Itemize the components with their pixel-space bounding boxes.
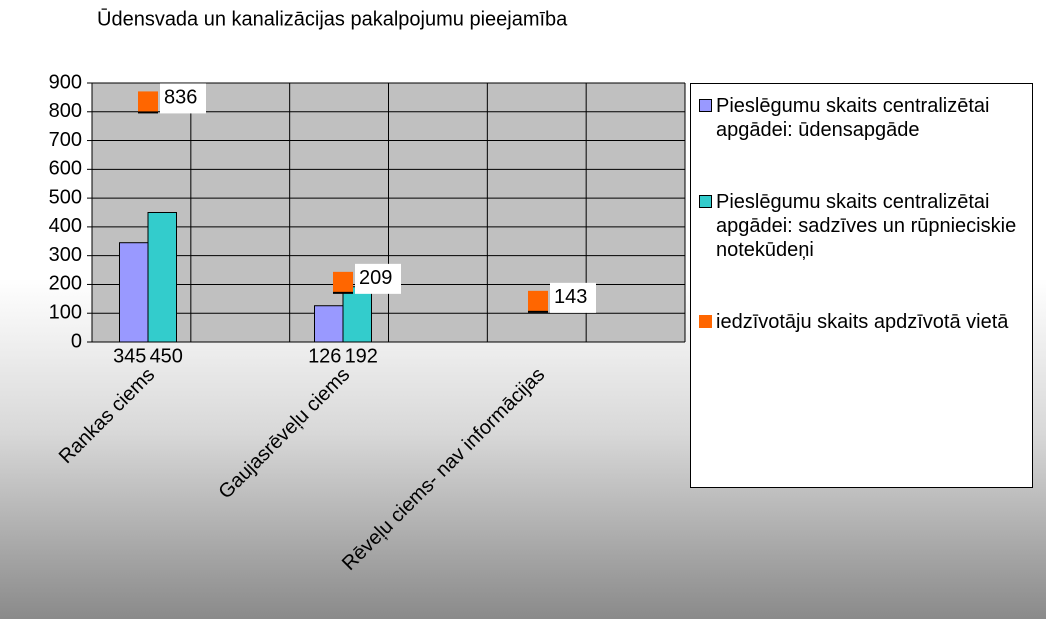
label-box xyxy=(355,263,401,294)
data-label: 345 xyxy=(113,345,146,367)
legend-swatch xyxy=(699,315,712,328)
data-label: 143 xyxy=(554,286,587,308)
data-label: 209 xyxy=(359,267,392,289)
legend-label: Pieslēgumu skaits centralizētai apgādei:… xyxy=(716,191,1017,261)
title-box xyxy=(90,0,650,70)
legend-entry: iedzīvotāju skaits apdzīvotā vietā xyxy=(699,310,1026,334)
bar xyxy=(119,242,149,343)
legend-label: iedzīvotāju skaits apdzīvotā vietā xyxy=(716,311,1009,333)
legend-entry: Pieslēgumu skaits centralizētai apgādei:… xyxy=(699,94,1026,142)
y-tick-label: 800 xyxy=(49,100,82,122)
y-tick-label: 0 xyxy=(71,330,82,352)
y-tick-label: 700 xyxy=(49,129,82,151)
data-label: 836 xyxy=(164,87,197,109)
x-tick-label: Gaujasrēveļu ciems xyxy=(215,364,355,504)
marker xyxy=(528,290,548,311)
y-tick-label: 200 xyxy=(49,273,82,295)
data-label: 450 xyxy=(150,345,183,367)
bar xyxy=(342,286,372,343)
label-box xyxy=(550,282,596,313)
x-tick-label: Rankas ciems xyxy=(55,364,159,468)
y-tick-label: 300 xyxy=(49,244,82,266)
y-tick-label: 500 xyxy=(49,186,82,208)
marker xyxy=(333,271,353,292)
data-label: 192 xyxy=(345,345,378,367)
y-tick-label: 100 xyxy=(49,302,82,324)
y-tick-label: 600 xyxy=(49,158,82,180)
y-tick-label: 400 xyxy=(49,215,82,237)
legend-swatch xyxy=(699,99,712,112)
marker xyxy=(138,91,158,112)
legend-label: Pieslēgumu skaits centralizētai apgādei:… xyxy=(716,95,990,141)
chart-title: Ūdensvada un kanalizācijas pakalpojumu p… xyxy=(97,7,568,30)
bar xyxy=(314,305,344,343)
bar xyxy=(147,212,177,343)
legend-swatch xyxy=(699,195,712,208)
legend: Pieslēgumu skaits centralizētai apgādei:… xyxy=(690,83,1033,488)
data-label: 126 xyxy=(308,345,341,367)
legend-entry: Pieslēgumu skaits centralizētai apgādei:… xyxy=(699,190,1026,262)
x-tick-label: Rēveļu ciems- nav informācijas xyxy=(338,364,549,575)
y-tick-label: 900 xyxy=(49,71,82,93)
label-box xyxy=(160,83,206,114)
